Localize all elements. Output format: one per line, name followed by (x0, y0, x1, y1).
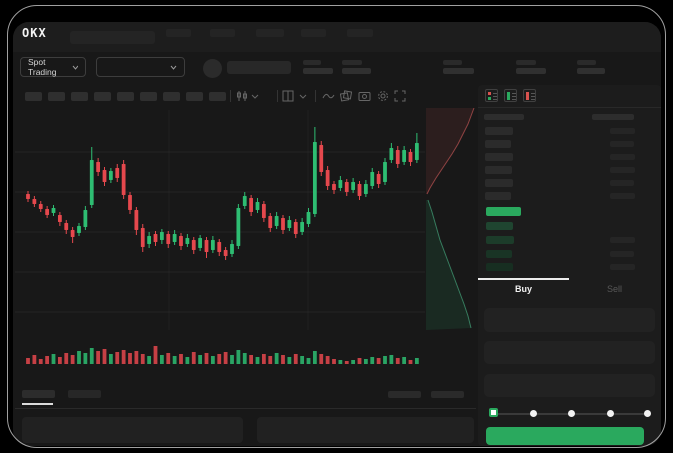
ask-row-price-placeholder (485, 192, 511, 200)
okx-logo: OKX (22, 26, 47, 40)
bottom-tab-history[interactable] (68, 390, 101, 398)
order-form-field-placeholder[interactable] (484, 341, 655, 364)
chart-svg (15, 127, 425, 364)
bottom-divider (15, 408, 476, 409)
nav-item-placeholder[interactable] (166, 29, 191, 37)
fullscreen-icon[interactable] (394, 90, 408, 102)
bid-row-amount-placeholder (610, 251, 634, 257)
ask-row-amount-placeholder (610, 180, 634, 186)
nav-item-placeholder[interactable] (301, 29, 326, 37)
order-book-panel: Buy Sell (478, 85, 661, 446)
settings-gear-icon[interactable] (377, 90, 391, 102)
okx-app-window: OKX Spot Trading (13, 22, 661, 446)
market-type-label: Spot Trading (28, 57, 57, 77)
ask-row-price-placeholder (485, 166, 512, 174)
camera-snapshot-icon[interactable] (358, 90, 372, 102)
chevron-down-icon (170, 65, 177, 70)
pair-name-placeholder (227, 61, 291, 74)
ticker-stat-value-placeholder (577, 68, 605, 74)
tab-sell[interactable]: Sell (606, 284, 622, 294)
depth-chart (426, 108, 477, 352)
timeframe-button-placeholder[interactable] (94, 92, 111, 101)
bid-row-amount-placeholder (610, 264, 635, 270)
chevron-down-icon[interactable] (299, 94, 313, 106)
ask-row-amount-placeholder (610, 154, 635, 160)
bid-row-price-placeholder (486, 263, 513, 271)
slider-stop-active[interactable] (489, 408, 498, 417)
chart-layout-icon[interactable] (282, 90, 296, 102)
toolbar-divider (230, 90, 231, 102)
timeframe-button-placeholder[interactable] (209, 92, 226, 101)
slider-stop[interactable] (530, 410, 537, 417)
orderbook-divider (478, 107, 661, 108)
order-form-field-placeholder[interactable] (484, 308, 655, 332)
slider-stop[interactable] (568, 410, 575, 417)
toolbar-divider (277, 90, 278, 102)
timeframe-button-placeholder[interactable] (140, 92, 157, 101)
last-price-bar (486, 207, 521, 216)
ask-row-amount-placeholder (610, 128, 635, 134)
buy-submit-button[interactable] (486, 427, 644, 445)
bid-row-amount-placeholder (610, 237, 635, 243)
ask-row-price-placeholder (485, 153, 513, 161)
ticker-stat-label-placeholder (577, 60, 596, 65)
open-orders-panel-placeholder (22, 417, 243, 443)
bottom-action-placeholder[interactable] (388, 391, 421, 398)
pair-coin-avatar (203, 59, 222, 78)
ticker-stat-value-placeholder (342, 68, 371, 74)
ask-row-price-placeholder (485, 140, 511, 148)
orderbook-sells-view-icon[interactable] (523, 89, 536, 102)
timeframe-button-placeholder[interactable] (117, 92, 134, 101)
toolbar-divider (315, 90, 316, 102)
bottom-action-placeholder[interactable] (431, 391, 464, 398)
buy-tab-active-line (478, 278, 569, 280)
orderbook-split-view-icon[interactable] (485, 89, 498, 102)
candlestick-style-icon[interactable] (235, 90, 249, 102)
timeframe-button-placeholder[interactable] (48, 92, 65, 101)
pair-selector-dropdown[interactable] (96, 57, 185, 77)
ticker-stat-value-placeholder (303, 68, 333, 74)
slider-stop[interactable] (644, 410, 651, 417)
ticker-stat-label-placeholder (303, 60, 321, 65)
timeframe-button-placeholder[interactable] (163, 92, 180, 101)
chevron-down-icon (72, 65, 78, 70)
ticker-stat-label-placeholder (342, 60, 362, 65)
ticker-stat-label-placeholder (516, 60, 536, 65)
order-history-panel-placeholder (257, 417, 474, 443)
timeframe-button-placeholder[interactable] (71, 92, 88, 101)
ticker-stat-value-placeholder (443, 68, 474, 74)
bid-row-price-placeholder (486, 222, 513, 230)
nav-item-placeholder[interactable] (210, 29, 235, 37)
slider-stop[interactable] (607, 410, 614, 417)
timeframe-button-placeholder[interactable] (186, 92, 203, 101)
orderbook-buys-view-icon[interactable] (504, 89, 517, 102)
market-type-dropdown[interactable]: Spot Trading (20, 57, 86, 77)
ask-row-price-placeholder (485, 179, 513, 187)
bottom-tab-active-underline (22, 403, 53, 405)
tab-buy[interactable]: Buy (514, 284, 532, 294)
depth-svg (426, 108, 475, 330)
ask-row-price-placeholder (485, 127, 513, 135)
bottom-tab-orders[interactable] (22, 390, 55, 398)
orderbook-price-header-placeholder (484, 114, 524, 120)
candlestick-chart[interactable] (15, 108, 425, 370)
indicator-wave-icon[interactable] (322, 91, 336, 103)
compare-layers-icon[interactable] (340, 90, 354, 102)
ask-row-amount-placeholder (610, 193, 635, 199)
ask-row-amount-placeholder (610, 167, 635, 173)
search-bar-placeholder[interactable] (70, 31, 155, 44)
nav-item-placeholder[interactable] (347, 29, 373, 37)
timeframe-button-placeholder[interactable] (25, 92, 42, 101)
nav-item-placeholder[interactable] (256, 29, 284, 37)
ask-row-amount-placeholder (610, 141, 634, 147)
ticker-stat-label-placeholder (443, 60, 462, 65)
orderbook-amount-header-placeholder (592, 114, 634, 120)
ticker-stat-value-placeholder (516, 68, 546, 74)
bid-row-price-placeholder (486, 236, 514, 244)
order-form-field-placeholder[interactable] (484, 374, 655, 397)
chevron-down-icon[interactable] (251, 94, 265, 106)
bid-row-price-placeholder (486, 250, 512, 258)
